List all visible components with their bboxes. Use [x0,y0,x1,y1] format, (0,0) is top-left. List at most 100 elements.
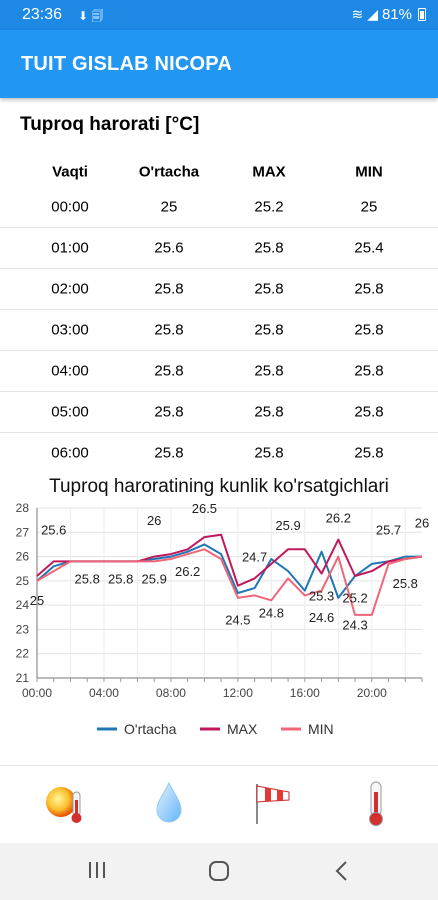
cell-time: 02:00 [51,280,89,298]
data-label: 24.6 [309,610,334,625]
data-label: 26 [147,513,161,528]
cell-min: 25.8 [354,403,384,421]
cell-max: 25.8 [254,362,284,380]
cell-average: 25.8 [154,362,184,380]
data-label: 25.2 [342,591,367,606]
x-tick-label: 16:00 [290,686,320,700]
data-label: 26.5 [192,501,217,516]
chart-legend: O'rtacha MAX MIN [97,721,334,737]
chart-series [36,533,423,616]
cell-average: 25.8 [154,321,184,339]
data-label: 25.8 [108,571,133,586]
cell-max: 25.8 [254,280,284,298]
notification-icons: ⬇ 🗐 [78,9,104,23]
table-row[interactable]: 01:00 25.6 25.8 25.4 [0,228,438,269]
chart-data-labels: 25 25.6 25.8 25.8 25.9 26 26.2 26.5 24.5 24.7 24.8… [30,501,429,633]
data-label: 25.6 [41,523,66,538]
header-time: Vaqti [52,163,88,181]
data-label: 25.3 [309,588,334,603]
cell-average: 25.8 [154,403,184,421]
data-label: 25 [30,593,44,608]
cell-min: 25 [360,198,378,216]
header-min: MIN [355,163,383,181]
cell-time: 04:00 [51,362,89,380]
battery-percent: 81% [381,6,412,23]
legend-label: MAX [227,721,258,737]
line-chart[interactable]: Tuproq haroratining kunlik ko'rsatgichla… [0,466,438,766]
status-bar: 23:36 ⬇ 🗐 ≋ ◢ 81% [0,0,438,30]
y-tick-label: 23 [16,622,30,636]
table-row[interactable]: 05:00 25.8 25.8 25.8 [0,392,438,433]
chart-title: Tuproq haroratining kunlik ko'rsatgichla… [49,476,389,497]
sun-thermometer-icon[interactable] [40,778,90,828]
cell-average: 25.8 [154,444,184,462]
x-tick-label: 08:00 [156,686,186,700]
y-tick-label: 24 [16,598,30,612]
table-row[interactable]: 03:00 25.8 25.8 25.8 [0,310,438,351]
cell-time: 00:00 [51,198,89,216]
cell-max: 25.8 [254,403,284,421]
battery-icon [418,8,426,21]
y-tick-label: 22 [16,647,30,661]
legend-label: O'rtacha [124,721,177,737]
data-label: 24.3 [342,617,367,632]
thermometer-icon[interactable] [351,778,401,828]
data-label: 25.8 [393,576,418,591]
cell-min: 25.4 [354,239,384,257]
cell-time: 06:00 [51,444,89,462]
back-icon[interactable] [332,859,352,883]
app-title: TUIT GISLAB NICOPA [21,53,233,75]
status-right: ≋ ◢ 81% [351,6,426,23]
cell-time: 01:00 [51,239,89,257]
data-label: 26.2 [326,511,351,526]
section-title: Tuproq harorati [°C] [20,114,200,135]
legend-label: MIN [308,721,334,737]
data-label: 24.5 [225,613,250,628]
data-label: 24.8 [259,605,284,620]
x-tick-label: 12:00 [223,686,253,700]
water-drop-icon[interactable] [144,778,194,828]
x-tick-label: 20:00 [357,686,387,700]
table-row[interactable]: 02:00 25.8 25.8 25.8 [0,269,438,310]
cell-max: 25.8 [254,444,284,462]
cell-min: 25.8 [354,362,384,380]
data-label: 25.8 [75,571,100,586]
windsock-icon[interactable] [247,778,297,828]
app-bar: TUIT GISLAB NICOPA [0,30,438,98]
recent-apps-icon[interactable] [86,859,108,881]
table-row[interactable]: 06:00 25.8 25.8 25.8 [0,433,438,462]
x-tick-label: 04:00 [89,686,119,700]
bottom-navigation [0,765,438,843]
cell-time: 03:00 [51,321,89,339]
data-label: 26 [415,515,429,530]
y-tick-label: 25 [16,574,30,588]
data-table[interactable]: Vaqti O'rtacha MAX MIN 00:00 25 25.2 25 … [0,150,438,462]
cell-min: 25.8 [354,444,384,462]
cell-average: 25.8 [154,280,184,298]
table-header: Vaqti O'rtacha MAX MIN [0,150,438,194]
home-icon[interactable] [207,859,231,883]
status-time: 23:36 [22,6,63,23]
signal-icon: ◢ [367,6,378,22]
data-label: 25.9 [142,571,167,586]
data-label: 24.7 [242,549,267,564]
y-tick-label: 27 [16,525,30,539]
cell-max: 25.8 [254,321,284,339]
data-label: 25.7 [376,523,401,538]
cell-max: 25.8 [254,239,284,257]
y-tick-label: 28 [16,501,30,515]
cell-average: 25 [160,198,178,216]
data-label: 25.9 [275,518,300,533]
series-line-2 [36,548,423,616]
system-navigation-bar [0,843,438,900]
table-row[interactable]: 04:00 25.8 25.8 25.8 [0,351,438,392]
cell-min: 25.8 [354,280,384,298]
data-label: 26.2 [175,564,200,579]
cell-average: 25.6 [154,239,184,257]
y-tick-label: 21 [16,671,30,685]
header-max: MAX [252,163,286,181]
y-tick-label: 26 [16,550,30,564]
table-row[interactable]: 00:00 25 25.2 25 [0,187,438,228]
chart-svg: Tuproq haroratining kunlik ko'rsatgichla… [16,476,430,737]
